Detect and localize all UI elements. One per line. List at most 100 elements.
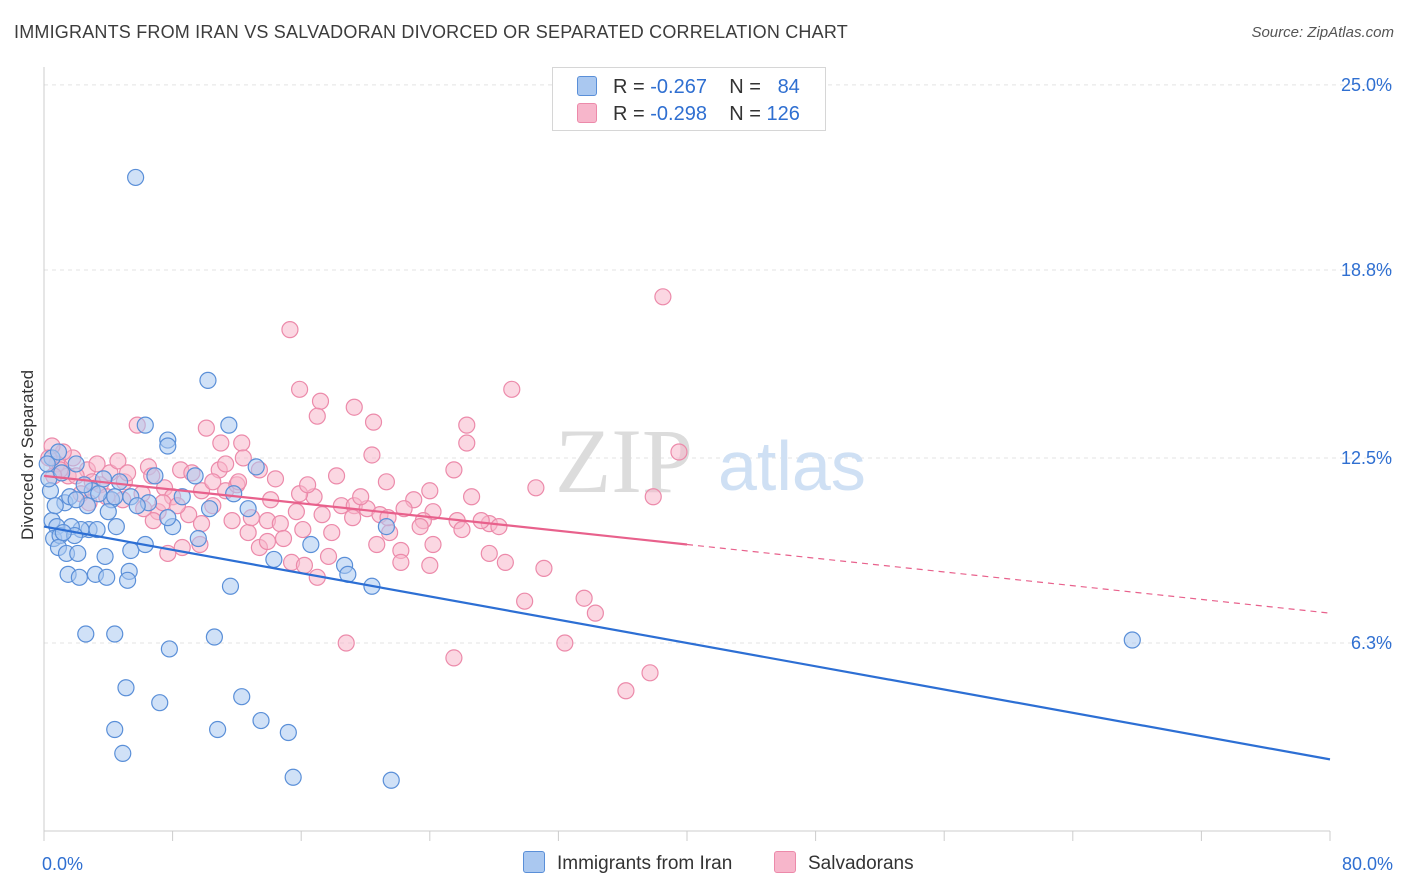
salvadorans-point [641,664,659,682]
iran-point [99,503,117,521]
salvadorans-point [462,488,481,506]
iran-point [46,497,64,515]
iran-point [159,437,177,455]
iran-points [38,168,1141,789]
salvadorans-point [223,512,241,530]
salvadorans-point [575,589,593,607]
iran-point [67,455,85,473]
legend-row-iran: R = -0.267 N = 84 [577,76,800,100]
chart-title: IMMIGRANTS FROM IRAN VS SALVADORAN DIVOR… [14,22,848,42]
salvadorans-point [453,520,471,539]
legend: R = -0.267 N = 84 R = -0.298 N = 126 [552,67,826,131]
iran-point [114,744,132,763]
salvadorans-point [319,547,338,566]
iran-point [128,497,146,515]
iran-point [377,517,395,536]
bottom-legend-swatch-iran [523,851,545,873]
salvadorans-point [345,398,363,416]
iran-point [221,577,240,595]
watermark-zip: ZIP [555,410,693,512]
y-axis-label: Divorced or Separated [18,370,37,540]
legend-n-iran: 84 [777,76,800,98]
legend-row-salvadorans: R = -0.298 N = 126 [577,103,800,127]
salvadorans-point [395,500,413,518]
iran-point [69,544,87,563]
iran-point [209,720,227,739]
source-label: Source: ZipAtlas.com [1251,24,1394,41]
salvadorans-point [377,473,395,491]
salvadorans-point [364,413,383,431]
legend-r-iran: -0.267 [650,76,707,98]
salvadorans-point [295,556,314,574]
iran-point [265,550,283,569]
salvadorans-point [204,473,222,491]
salvadorans-point [421,556,439,574]
bottom-legend-label-salvadorans: Salvadorans [808,853,914,874]
iran-point [302,535,320,554]
salvadorans-point [535,559,553,577]
iran-point [252,711,270,730]
salvadorans-point [154,494,172,512]
watermark: ZIP atlas [555,410,866,512]
iran-point [77,625,95,643]
iran-point [94,470,113,488]
iran-point [127,168,145,187]
iran-point [96,547,114,566]
salvadorans-point [363,446,381,464]
salvadorans-point [234,449,252,467]
iran-point [107,517,125,536]
iran-point [284,768,302,786]
salvadorans-point [274,529,293,548]
salvadorans-trend-line [43,474,688,546]
iran-point [151,694,169,712]
salvadorans-point [88,455,106,473]
salvadorans-point [458,434,476,452]
bottom-legend-label-iran: Immigrants from Iran [557,853,733,874]
bottom-legend-iran: Immigrants from Iran [523,851,732,875]
iran-point [136,416,154,434]
salvadorans-point [323,523,341,542]
salvadorans-point [327,467,346,485]
iran-point [160,640,178,658]
salvadorans-point [496,553,514,572]
iran-point [200,500,219,518]
salvadorans-trend-line-extension [686,543,1331,614]
iran-point [106,488,124,506]
iran-point [146,467,164,485]
legend-n-salvadorans: 126 [766,103,800,125]
iran-point [106,720,124,739]
salvadorans-point [556,634,574,652]
iran-point [189,529,207,548]
iran-point [382,771,400,789]
salvadorans-point [271,515,289,533]
y-tick-label: 25.0% [1341,75,1392,95]
gridlines [44,84,1392,644]
salvadorans-point [644,488,662,506]
salvadorans-point [180,506,198,524]
iran-point [67,491,85,509]
salvadorans-point [421,482,439,500]
salvadorans-point [239,523,257,542]
salvadorans-point [411,517,429,536]
salvadorans-point [445,649,463,667]
iran-point [186,467,204,485]
salvadorans-point [258,532,277,551]
iran-point [159,509,177,527]
salvadorans-point [233,434,251,452]
iran-point [49,443,68,461]
iran-point [279,723,297,742]
bottom-legend-salvadorans: Salvadorans [774,851,914,875]
iran-point [239,500,257,518]
salvadorans-point [368,535,386,554]
salvadorans-point [617,682,635,700]
salvadorans-point [337,634,355,652]
salvadorans-point [197,419,215,437]
y-tick-label: 12.5% [1341,448,1392,468]
salvadorans-point [290,380,309,398]
iran-point [106,625,124,643]
iran-point [205,628,223,646]
salvadorans-point [287,503,305,521]
salvadorans-point [109,452,127,470]
salvadorans-point [311,392,330,410]
